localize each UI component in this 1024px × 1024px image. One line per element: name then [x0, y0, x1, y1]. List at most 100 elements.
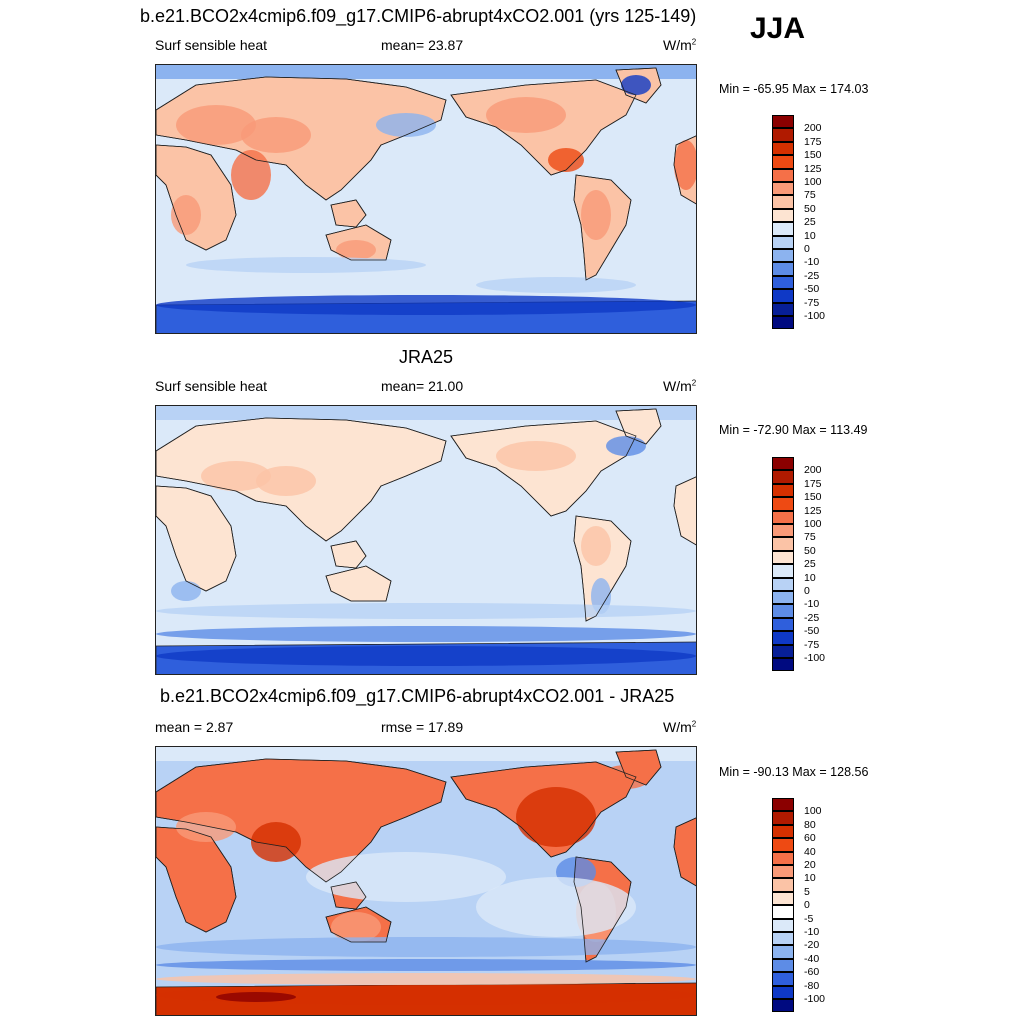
- colorbar-swatch: [772, 483, 794, 498]
- coastline: [156, 485, 237, 592]
- contour-region: [486, 97, 566, 133]
- contour-region: [156, 626, 696, 642]
- contour-region: [156, 295, 696, 315]
- colorbar-label: -60: [804, 966, 820, 979]
- coastline: [450, 420, 637, 517]
- coastline: [325, 224, 392, 261]
- panel2-map: [155, 405, 697, 675]
- colorbar-swatch: [772, 457, 794, 471]
- world-map: [156, 406, 696, 674]
- colorbar-label: 175: [804, 135, 822, 148]
- colorbar-label: 100: [804, 176, 822, 188]
- colorbar-label: 25: [804, 558, 816, 571]
- colorbar-label: 75: [804, 531, 816, 544]
- coastline: [156, 144, 237, 251]
- colorbar-swatch: [772, 208, 794, 223]
- colorbar-label: 0: [804, 585, 810, 597]
- coastline: [673, 135, 696, 205]
- contour-region: [331, 912, 381, 942]
- colorbar-swatch: [772, 275, 794, 290]
- colorbar-swatch: [772, 128, 794, 142]
- colorbar-swatch: [772, 537, 794, 551]
- colorbar-swatch: [772, 631, 794, 645]
- contour-region: [674, 140, 696, 190]
- colorbar-label: 150: [804, 491, 822, 504]
- colorbar-swatch: [772, 644, 794, 658]
- colorbar-label: 0: [804, 243, 810, 255]
- colorbar-label: 150: [804, 149, 822, 162]
- colorbar-label: -100: [804, 652, 826, 664]
- colorbar-label: 100: [804, 805, 822, 818]
- coastline: [673, 476, 696, 546]
- colorbar-swatch: [772, 838, 794, 852]
- coastline: [325, 906, 392, 943]
- coastline: [330, 540, 367, 569]
- colorbar-swatch: [772, 155, 794, 169]
- colorbar-swatch: [772, 510, 794, 524]
- colorbar-label: -40: [804, 952, 820, 965]
- colorbar-swatch: [772, 824, 794, 839]
- colorbar-swatch: [772, 497, 794, 511]
- colorbar-swatch: [772, 591, 794, 605]
- colorbar-swatch: [772, 958, 794, 973]
- colorbar-swatch: [772, 235, 794, 249]
- contour-region: [156, 985, 696, 1005]
- world-map: [156, 747, 696, 1015]
- coastline: [673, 817, 696, 887]
- colorbar-swatch: [772, 168, 794, 182]
- colorbar-label: 10: [804, 229, 816, 242]
- colorbar-swatch: [772, 564, 794, 578]
- contour-region: [171, 581, 201, 601]
- colorbar-swatch: [772, 999, 794, 1013]
- coastline: [450, 761, 637, 858]
- contour-region: [496, 441, 576, 471]
- panel1-minmax: Min = -65.95 Max = 174.03: [719, 82, 869, 96]
- colorbar-label: 5: [804, 885, 810, 898]
- contour-region: [201, 461, 271, 491]
- panel1-title: b.e21.BCO2x4cmip6.f09_g17.CMIP6-abrupt4x…: [140, 6, 697, 26]
- colorbar-swatch: [772, 891, 794, 906]
- colorbar-label: 175: [804, 477, 822, 490]
- colorbar-swatch: [772, 878, 794, 892]
- colorbar-label: 100: [804, 518, 822, 530]
- colorbar-label: -100: [804, 993, 826, 1005]
- contour-region: [156, 937, 696, 957]
- contour-region: [156, 973, 696, 985]
- colorbar-swatch: [772, 195, 794, 209]
- arctic-band: [156, 65, 696, 79]
- contour-region: [336, 240, 376, 260]
- colorbar-swatch: [772, 865, 794, 879]
- colorbar-swatch: [772, 524, 794, 538]
- contour-region: [156, 603, 696, 619]
- colorbar-label: -20: [804, 939, 820, 952]
- colorbar-label: 10: [804, 872, 816, 885]
- coastline: [573, 174, 632, 281]
- panel3-mean-label: mean = 2.87: [155, 719, 234, 735]
- colorbar-swatch: [772, 798, 794, 812]
- contour-region: [186, 257, 426, 273]
- colorbar-label: 10: [804, 571, 816, 584]
- contour-region: [231, 150, 271, 200]
- coastline: [156, 417, 447, 542]
- colorbar-label: -5: [804, 912, 814, 925]
- coastline: [156, 758, 447, 883]
- contour-region: [516, 787, 596, 847]
- panel2-variable-label: Surf sensible heat: [155, 378, 268, 394]
- colorbar-swatch: [772, 985, 794, 999]
- panel2-title: JRA25: [399, 347, 454, 367]
- contour-region: [606, 436, 646, 456]
- contour-region: [176, 105, 256, 145]
- coastline: [156, 76, 447, 201]
- colorbar-swatch: [772, 851, 794, 865]
- colorbar-label: 50: [804, 544, 816, 557]
- colorbar-label: 40: [804, 845, 816, 858]
- panel1-variable-label: Surf sensible heat: [155, 37, 268, 53]
- colorbar-label: 200: [804, 464, 822, 477]
- arctic-band: [156, 747, 696, 761]
- colorbar-label: -25: [804, 269, 820, 282]
- contour-region: [176, 812, 236, 842]
- colorbar-swatch: [772, 222, 794, 236]
- panel3-minmax: Min = -90.13 Max = 128.56: [719, 765, 869, 779]
- panel2-units: W/m2: [663, 378, 697, 394]
- colorbar-swatch: [772, 617, 794, 632]
